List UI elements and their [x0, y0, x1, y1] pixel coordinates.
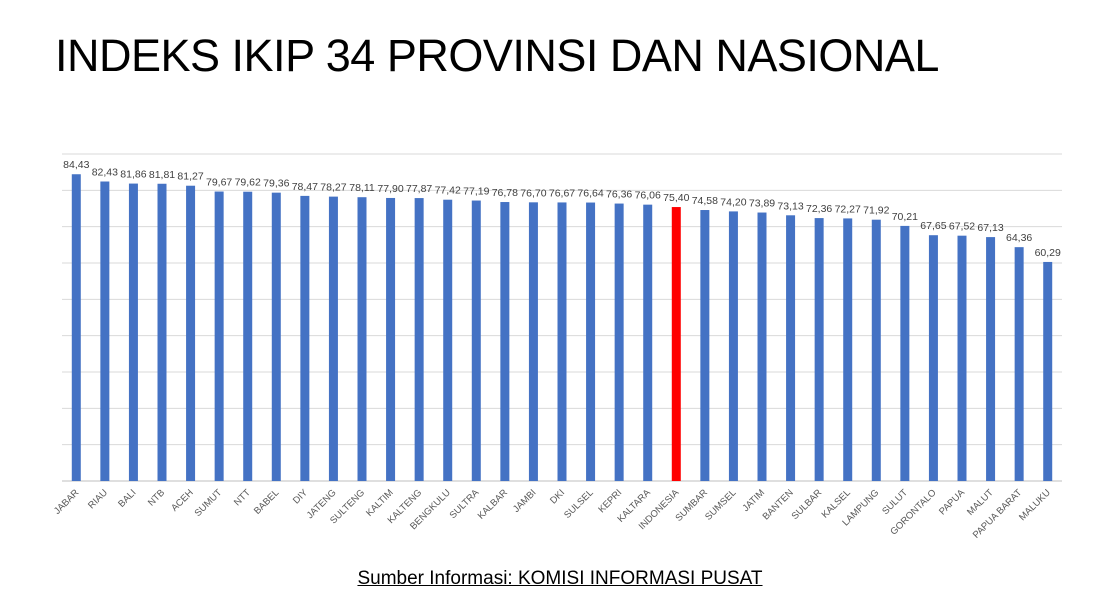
bar-sulteng [357, 197, 367, 482]
x-tick-label: BABEL [252, 487, 281, 516]
x-tick-label: BANTEN [761, 487, 796, 522]
data-label: 76,06 [635, 190, 661, 202]
data-label: 72,27 [835, 203, 861, 215]
x-tick-label: MALUKU [1017, 487, 1053, 523]
bar-papua-barat [1014, 247, 1024, 481]
x-tick-label: SUMSEL [703, 487, 738, 522]
bar-jabar [71, 174, 81, 481]
x-tick-label: KALBAR [476, 487, 510, 521]
bar-sultra [471, 200, 481, 481]
bar-jatim [757, 212, 767, 481]
bar-maluku [1043, 261, 1053, 481]
bar-sumsel [728, 211, 738, 481]
data-label: 78,11 [349, 182, 375, 194]
data-label: 81,86 [120, 169, 146, 181]
data-label: 76,64 [577, 188, 603, 200]
bar-kaltara [643, 204, 653, 481]
x-tick-label: NTB [146, 487, 167, 508]
source-note: Sumber Informasi: KOMISI INFORMASI PUSAT [0, 568, 1120, 590]
data-label: 64,36 [1006, 232, 1032, 244]
x-tick-label: RIAU [86, 487, 110, 511]
data-label: 82,43 [92, 167, 118, 179]
source-text: Sumber Informasi: KOMISI INFORMASI PUSAT [357, 568, 763, 589]
x-tick-label: SUMUT [193, 487, 225, 519]
bar-sulbar [814, 218, 824, 482]
bar-ntt [243, 191, 253, 482]
data-label: 67,13 [977, 222, 1003, 234]
bar-sulut [900, 225, 910, 481]
x-tick-label: JATIM [740, 487, 767, 514]
bar-kalbar [500, 202, 510, 482]
x-tick-label: SULSEL [562, 487, 596, 521]
bar-papua [957, 235, 967, 481]
data-label: 67,65 [920, 220, 946, 232]
bar-banten [786, 215, 796, 482]
bar-lampung [871, 219, 881, 481]
data-label: 70,21 [892, 211, 918, 223]
data-label: 73,89 [749, 198, 775, 210]
chart-title: INDEKS IKIP 34 PROVINSI DAN NASIONAL [55, 30, 939, 81]
x-tick-label: SULBAR [790, 487, 825, 522]
bar-chart: 84,43 JABAR 82,43 RIAU 81,86 BALI 81,81 NTB 81,2… [52, 153, 1062, 541]
x-tick-label: NTT [232, 487, 253, 508]
data-label: 76,67 [549, 187, 575, 199]
bar-sumbar [700, 210, 710, 481]
bar-indonesia [671, 207, 681, 481]
bar-bengkulu [443, 199, 453, 481]
x-tick-label: PAPUA [937, 487, 968, 518]
x-tick-label: JABAR [52, 487, 82, 517]
bar-diy [300, 195, 310, 481]
bar-riau [100, 181, 110, 481]
x-tick-label: DKI [548, 487, 567, 506]
data-label: 79,36 [263, 178, 289, 190]
data-label: 76,70 [520, 187, 546, 199]
data-label: 75,40 [663, 192, 689, 204]
data-label: 81,27 [177, 171, 203, 183]
data-label: 81,81 [149, 169, 175, 181]
bar-ntb [157, 183, 167, 481]
data-label: 73,13 [777, 200, 803, 212]
bar-sumut [214, 191, 224, 481]
bar-babel [271, 192, 281, 481]
data-label: 74,20 [720, 196, 746, 208]
data-label: 60,29 [1035, 247, 1061, 259]
bar-aceh [186, 185, 196, 481]
bar-kaltim [386, 197, 396, 482]
bar-gorontalo [928, 235, 938, 481]
data-label: 74,58 [692, 195, 718, 207]
x-tick-label: BALI [116, 487, 138, 509]
bar-jateng [328, 196, 338, 481]
data-label: 76,36 [606, 189, 632, 201]
x-tick-label: DIY [291, 487, 310, 506]
data-label: 84,43 [63, 159, 89, 171]
data-label: 77,90 [377, 183, 403, 195]
data-label: 76,78 [492, 187, 518, 199]
data-label: 77,19 [463, 186, 489, 198]
bar-kalsel [843, 218, 853, 481]
bar-malut [986, 237, 996, 481]
data-label: 79,62 [235, 177, 261, 189]
data-label: 71,92 [863, 205, 889, 217]
bar-kalteng [414, 198, 424, 481]
data-label: 78,47 [292, 181, 318, 193]
data-label: 77,87 [406, 183, 432, 195]
data-label: 72,36 [806, 203, 832, 215]
bar-jambi [528, 202, 538, 481]
data-label: 78,27 [320, 182, 346, 194]
bar-kepri [614, 203, 624, 482]
bar-bali [128, 183, 138, 482]
data-label: 67,52 [949, 221, 975, 233]
data-label: 79,67 [206, 177, 232, 189]
x-tick-label: JAMBI [511, 487, 539, 515]
x-tick-label: ACEH [169, 487, 196, 514]
data-label: 77,42 [435, 185, 461, 197]
bar-dki [557, 202, 567, 482]
bar-sulsel [586, 202, 596, 482]
